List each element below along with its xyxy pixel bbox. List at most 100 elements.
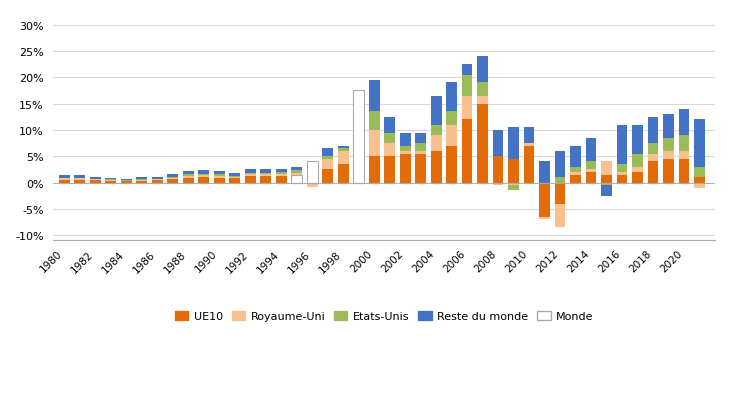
Bar (585, 138, 596, 162)
Bar (338, 146, 348, 149)
Bar (461, 65, 472, 75)
Bar (632, 154, 643, 167)
Bar (276, 174, 287, 176)
Bar (245, 175, 255, 177)
Bar (555, 183, 566, 204)
Bar (446, 125, 457, 146)
Bar (353, 141, 364, 160)
Bar (214, 171, 225, 175)
Bar (260, 173, 271, 175)
Bar (307, 169, 318, 171)
Bar (291, 171, 302, 173)
Bar (539, 183, 550, 217)
Bar (555, 152, 566, 178)
Bar (90, 178, 101, 180)
Bar (167, 175, 178, 178)
Bar (229, 178, 240, 179)
Bar (399, 133, 410, 146)
Bar (461, 97, 472, 120)
Bar (214, 178, 225, 183)
Bar (74, 176, 85, 178)
Bar (632, 173, 643, 183)
Bar (120, 180, 131, 181)
Bar (399, 146, 410, 152)
Bar (508, 128, 519, 160)
Bar (120, 182, 131, 183)
Bar (245, 177, 255, 183)
Bar (431, 136, 442, 152)
Bar (353, 91, 364, 183)
Bar (199, 174, 209, 176)
Bar (260, 175, 271, 177)
Bar (632, 125, 643, 154)
Bar (399, 154, 410, 183)
Bar (617, 165, 628, 173)
Bar (570, 146, 581, 167)
Bar (663, 115, 674, 138)
Bar (291, 175, 302, 183)
Bar (105, 182, 116, 183)
Bar (307, 162, 318, 183)
Bar (461, 120, 472, 183)
Bar (617, 175, 628, 183)
Bar (384, 117, 395, 133)
Bar (617, 125, 628, 165)
Bar (585, 170, 596, 173)
Bar (663, 152, 674, 160)
Bar (477, 97, 488, 104)
Bar (601, 183, 612, 186)
Bar (694, 183, 705, 189)
Bar (74, 180, 85, 183)
Legend: UE10, Royaume-Uni, Etats-Unis, Reste du monde, Monde: UE10, Royaume-Uni, Etats-Unis, Reste du … (170, 306, 598, 326)
Bar (182, 171, 193, 175)
Bar (384, 157, 395, 183)
Bar (59, 179, 69, 180)
Bar (74, 179, 85, 180)
Bar (415, 133, 426, 144)
Bar (477, 83, 488, 97)
Bar (570, 167, 581, 173)
Bar (648, 117, 658, 144)
Bar (167, 180, 178, 183)
Bar (555, 178, 566, 183)
Bar (229, 176, 240, 178)
Bar (694, 167, 705, 178)
Bar (322, 149, 333, 157)
Bar (307, 183, 318, 187)
Bar (353, 128, 364, 141)
Bar (523, 146, 534, 183)
Bar (120, 181, 131, 182)
Bar (523, 128, 534, 144)
Bar (679, 136, 689, 152)
Bar (694, 120, 705, 167)
Bar (214, 175, 225, 176)
Bar (431, 97, 442, 125)
Bar (182, 175, 193, 176)
Bar (322, 157, 333, 160)
Bar (167, 178, 178, 180)
Bar (555, 204, 566, 228)
Bar (632, 167, 643, 173)
Bar (477, 57, 488, 83)
Bar (199, 171, 209, 174)
Bar (353, 117, 364, 128)
Bar (508, 183, 519, 186)
Bar (137, 180, 147, 182)
Bar (260, 169, 271, 173)
Bar (291, 173, 302, 175)
Bar (105, 178, 116, 180)
Bar (59, 180, 69, 183)
Bar (229, 179, 240, 183)
Bar (276, 176, 287, 183)
Bar (152, 181, 163, 183)
Bar (245, 173, 255, 175)
Bar (369, 81, 380, 112)
Bar (74, 178, 85, 179)
Bar (291, 167, 302, 171)
Bar (523, 144, 534, 146)
Bar (648, 144, 658, 154)
Bar (214, 176, 225, 178)
Bar (137, 182, 147, 183)
Bar (601, 186, 612, 196)
Bar (431, 125, 442, 136)
